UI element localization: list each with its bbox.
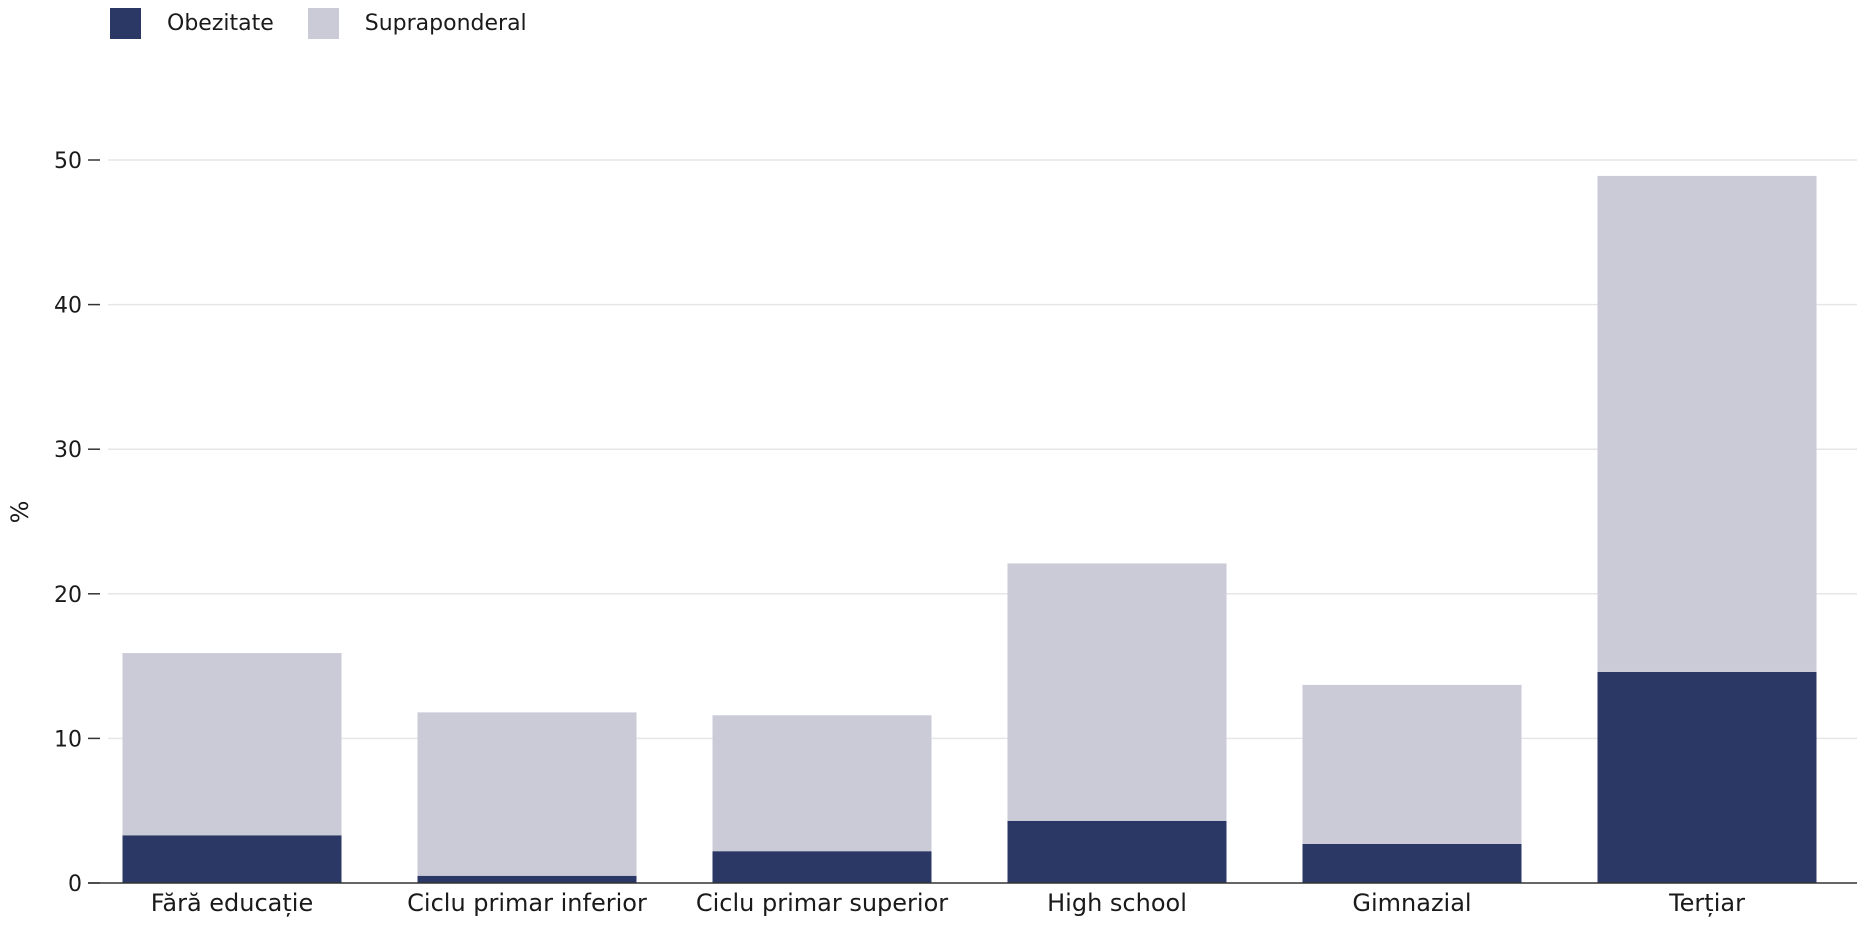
x-tick-label: High school: [1047, 889, 1187, 917]
x-tick-label: Gimnazial: [1352, 889, 1471, 917]
legend-item-supraponderal: Supraponderal: [307, 8, 527, 39]
y-tick-label: 20: [54, 583, 82, 608]
bar-obezitate: [1597, 671, 1817, 883]
x-tick-label: Terțiar: [1668, 889, 1745, 917]
bar-supraponderal: [712, 715, 932, 852]
legend-swatch-supraponderal: [307, 8, 339, 39]
y-axis-title: %: [6, 501, 34, 524]
x-axis-ticks: Fără educație Ciclu primar inferior Ciclu …: [151, 889, 1745, 917]
bar-supraponderal: [1302, 684, 1522, 844]
x-tick-label: Fără educație: [151, 889, 313, 917]
bar-obezitate: [122, 835, 342, 883]
bar-supraponderal: [417, 712, 637, 876]
legend-label-supraponderal: Supraponderal: [364, 11, 527, 36]
bars: [122, 175, 1817, 883]
y-tick-label: 10: [54, 727, 82, 752]
bar-obezitate: [712, 851, 932, 883]
y-axis-ticks: 0 10 20 30 40 50: [54, 149, 100, 897]
x-tick-label: Ciclu primar inferior: [407, 889, 647, 917]
bar-supraponderal: [1007, 563, 1227, 821]
bar-supraponderal: [122, 653, 342, 836]
x-tick-label: Ciclu primar superior: [696, 889, 948, 917]
legend-label-obezitate: Obezitate: [167, 11, 274, 36]
legend: Obezitate Supraponderal: [110, 8, 561, 39]
y-tick-label: 30: [54, 438, 82, 463]
gridlines: [108, 159, 1857, 740]
y-tick-label: 50: [54, 149, 82, 174]
bar-obezitate: [417, 875, 637, 883]
legend-swatch-obezitate: [110, 8, 141, 39]
y-tick-label: 40: [54, 294, 82, 319]
bar-obezitate: [1302, 843, 1522, 883]
legend-item-obezitate: Obezitate: [110, 8, 274, 39]
bar-obezitate: [1007, 820, 1227, 883]
y-tick-label: 0: [68, 872, 82, 897]
bar-supraponderal: [1597, 175, 1817, 672]
